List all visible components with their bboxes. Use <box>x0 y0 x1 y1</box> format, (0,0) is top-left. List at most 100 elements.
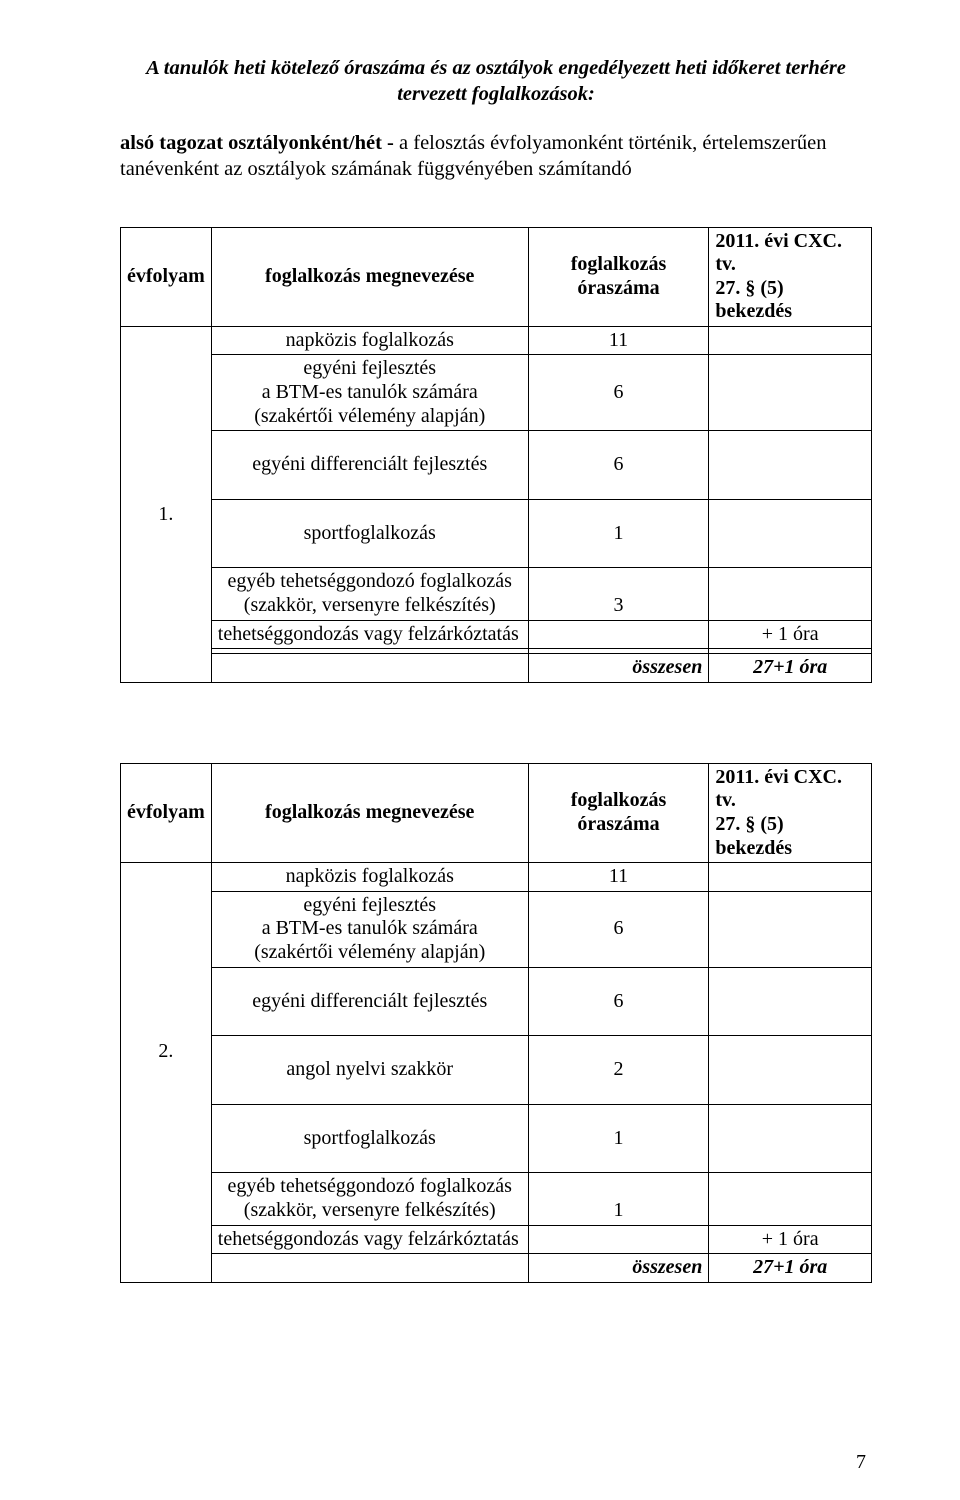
cell-value: 1 <box>528 499 709 568</box>
header-evfolyam: évfolyam <box>121 227 212 326</box>
line: (szakértői vélemény alapján) <box>254 405 485 427</box>
cell-law <box>709 1104 872 1173</box>
cell-empty <box>121 568 212 620</box>
cell-law: + 1 óra <box>709 1225 872 1254</box>
cell-value: 6 <box>528 967 709 1036</box>
law-line1: 2011. évi CXC. tv. <box>715 766 842 812</box>
line: a BTM-es tanulók számára <box>262 917 478 939</box>
cell-empty <box>121 620 212 649</box>
law-line1: 2011. évi CXC. tv. <box>715 230 842 276</box>
table-row: egyéni differenciált fejlesztés 6 <box>121 431 872 500</box>
table-row: sportfoglalkozás 1 <box>121 1104 872 1173</box>
cell-value: 11 <box>528 863 709 892</box>
cell-evfolyam: 1. <box>121 499 212 568</box>
cell-sum-value: 27+1 óra <box>709 654 872 683</box>
cell-name: egyéni fejlesztés a BTM-es tanulók számá… <box>211 355 528 431</box>
cell-name: sportfoglalkozás <box>211 1104 528 1173</box>
table-row: egyéb tehetséggondozó foglalkozás (szakk… <box>121 568 872 620</box>
cell-empty <box>121 1225 212 1254</box>
cell-empty <box>121 863 212 892</box>
cell-value: 1 <box>528 1173 709 1225</box>
subtitle: alsó tagozat osztályonként/hét - a felos… <box>120 131 872 182</box>
table-row: egyéni differenciált fejlesztés 6 <box>121 967 872 1036</box>
table-row: tehetséggondozás vagy felzárkóztatás + 1… <box>121 1225 872 1254</box>
header-name: foglalkozás megnevezése <box>211 227 528 326</box>
cell-name: egyéni differenciált fejlesztés <box>211 431 528 500</box>
cell-name: egyéb tehetséggondozó foglalkozás (szakk… <box>211 568 528 620</box>
cell-empty <box>121 431 212 500</box>
table-row: 1. sportfoglalkozás 1 <box>121 499 872 568</box>
line: egyéni fejlesztés <box>303 894 436 916</box>
page-title: A tanulók heti kötelező óraszáma és az o… <box>120 56 872 107</box>
line: (szakkör, versenyre felkészítés) <box>244 1199 496 1221</box>
law-line2: 27. § (5) bekezdés <box>715 277 792 323</box>
cell-empty <box>121 355 212 431</box>
cell-law <box>709 499 872 568</box>
header-evfolyam: évfolyam <box>121 763 212 862</box>
cell-name: egyéb tehetséggondozó foglalkozás (szakk… <box>211 1173 528 1225</box>
cell-name: sportfoglalkozás <box>211 499 528 568</box>
cell-law <box>709 326 872 355</box>
cell-value: 6 <box>528 355 709 431</box>
cell-empty <box>121 1254 212 1283</box>
table-row: egyéni fejlesztés a BTM-es tanulók számá… <box>121 891 872 967</box>
cell-evfolyam: 2. <box>121 1036 212 1105</box>
cell-name: egyéni differenciált fejlesztés <box>211 967 528 1036</box>
header-value: foglalkozás óraszáma <box>528 763 709 862</box>
law-line2: 27. § (5) bekezdés <box>715 813 792 859</box>
cell-law <box>709 431 872 500</box>
cell-empty <box>121 326 212 355</box>
cell-name: napközis foglalkozás <box>211 326 528 355</box>
table-row: tehetséggondozás vagy felzárkóztatás + 1… <box>121 620 872 649</box>
cell-empty <box>211 1254 528 1283</box>
cell-name: napközis foglalkozás <box>211 863 528 892</box>
line: egyéni fejlesztés <box>303 357 436 379</box>
cell-name: tehetséggondozás vagy felzárkóztatás <box>211 620 528 649</box>
cell-value <box>528 620 709 649</box>
table-row: egyéni fejlesztés a BTM-es tanulók számá… <box>121 355 872 431</box>
cell-law <box>709 863 872 892</box>
line: (szakértői vélemény alapján) <box>254 941 485 963</box>
cell-law <box>709 1036 872 1105</box>
table-row: összesen 27+1 óra <box>121 1254 872 1283</box>
header-law: 2011. évi CXC. tv. 27. § (5) bekezdés <box>709 227 872 326</box>
cell-empty <box>121 654 212 683</box>
line: egyéb tehetséggondozó foglalkozás <box>228 570 512 592</box>
cell-empty <box>121 1104 212 1173</box>
cell-law <box>709 1173 872 1225</box>
cell-law <box>709 967 872 1036</box>
cell-empty <box>211 654 528 683</box>
cell-sum-label: összesen <box>528 1254 709 1283</box>
cell-sum-value: 27+1 óra <box>709 1254 872 1283</box>
line: (szakkör, versenyre felkészítés) <box>244 594 496 616</box>
cell-value: 6 <box>528 431 709 500</box>
cell-name: egyéni fejlesztés a BTM-es tanulók számá… <box>211 891 528 967</box>
line: egyéb tehetséggondozó foglalkozás <box>228 1175 512 1197</box>
table-1: évfolyam foglalkozás megnevezése foglalk… <box>120 227 872 683</box>
table-row: összesen 27+1 óra <box>121 654 872 683</box>
cell-value: 3 <box>528 568 709 620</box>
cell-law <box>709 891 872 967</box>
table-row: évfolyam foglalkozás megnevezése foglalk… <box>121 227 872 326</box>
table-2: évfolyam foglalkozás megnevezése foglalk… <box>120 763 872 1283</box>
header-law: 2011. évi CXC. tv. 27. § (5) bekezdés <box>709 763 872 862</box>
cell-empty <box>121 891 212 967</box>
line: a BTM-es tanulók számára <box>262 381 478 403</box>
table-row: napközis foglalkozás 11 <box>121 326 872 355</box>
cell-name: tehetséggondozás vagy felzárkóztatás <box>211 1225 528 1254</box>
cell-sum-label: összesen <box>528 654 709 683</box>
cell-empty <box>121 1173 212 1225</box>
table-row: egyéb tehetséggondozó foglalkozás (szakk… <box>121 1173 872 1225</box>
cell-law <box>709 568 872 620</box>
cell-value: 2 <box>528 1036 709 1105</box>
cell-empty <box>121 967 212 1036</box>
table-row: évfolyam foglalkozás megnevezése foglalk… <box>121 763 872 862</box>
cell-value: 1 <box>528 1104 709 1173</box>
cell-value: 6 <box>528 891 709 967</box>
cell-value <box>528 1225 709 1254</box>
header-value: foglalkozás óraszáma <box>528 227 709 326</box>
table-row: napközis foglalkozás 11 <box>121 863 872 892</box>
cell-law: + 1 óra <box>709 620 872 649</box>
header-name: foglalkozás megnevezése <box>211 763 528 862</box>
cell-name: angol nyelvi szakkör <box>211 1036 528 1105</box>
